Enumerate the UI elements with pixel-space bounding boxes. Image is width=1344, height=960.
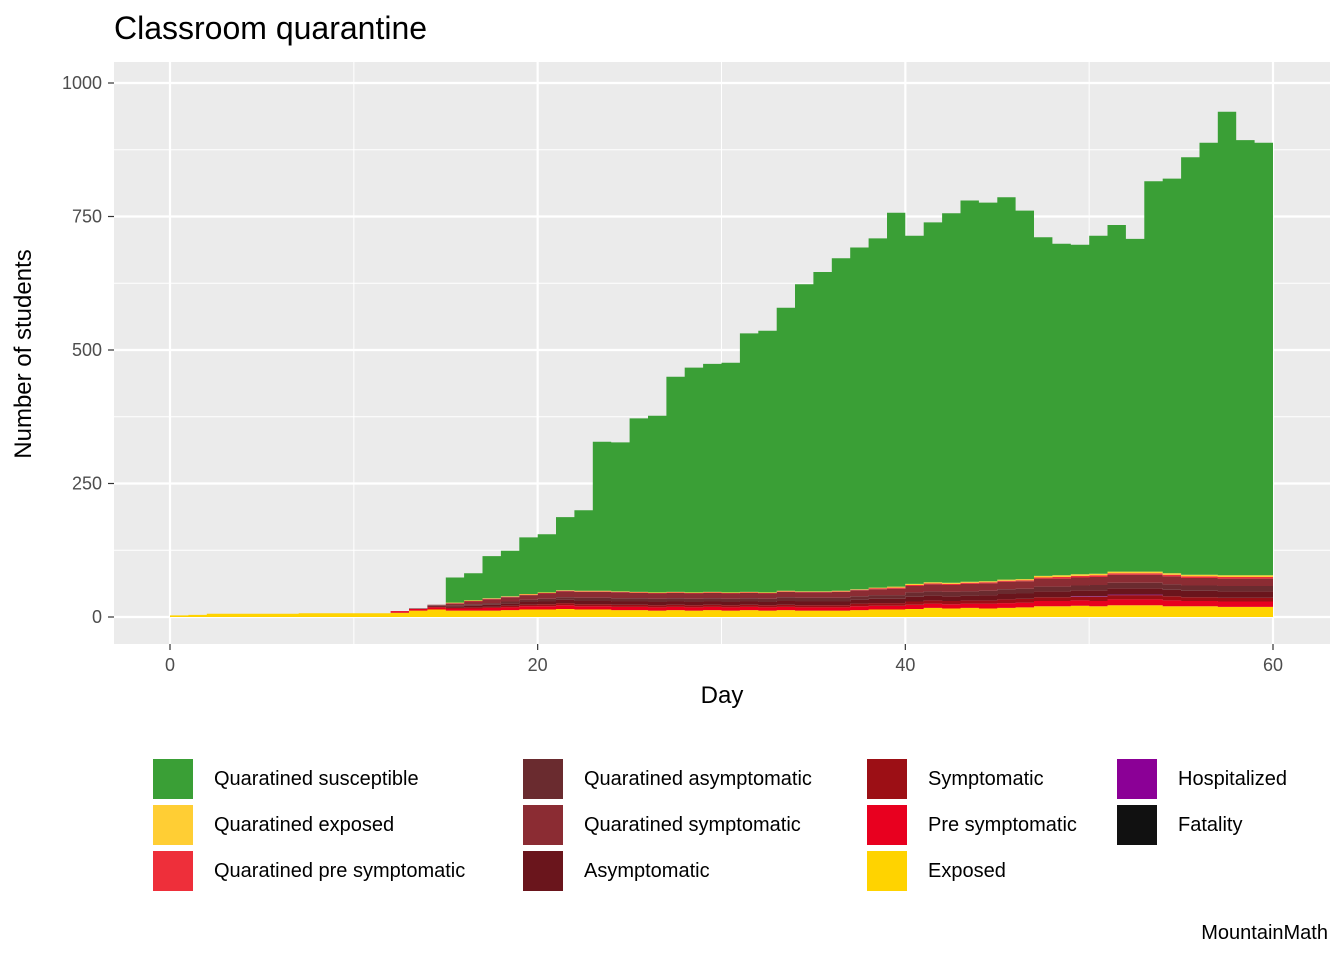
- legend-item-asymptomatic: Asymptomatic: [522, 848, 866, 894]
- legend-label: Quaratined asymptomatic: [584, 767, 812, 790]
- legend-swatch: [866, 758, 908, 800]
- legend-swatch: [522, 804, 564, 846]
- y-axis-label: Number of students: [10, 249, 37, 459]
- legend: Quaratined susceptible Quaratined exposed…: [152, 756, 1316, 894]
- legend-swatch: [522, 850, 564, 892]
- legend-swatch: [152, 758, 194, 800]
- legend-swatch: [866, 804, 908, 846]
- y-axis: 0 250 500 750 1000: [62, 73, 114, 627]
- legend-swatch: [1116, 804, 1158, 846]
- legend-label: Fatality: [1178, 813, 1243, 836]
- legend-label: Quaratined susceptible: [214, 767, 419, 790]
- legend-label: Exposed: [928, 859, 1006, 882]
- x-axis: 0 20 40 60: [165, 644, 1283, 675]
- x-axis-label: Day: [700, 682, 744, 709]
- legend-item-fatality: Fatality: [1116, 802, 1316, 848]
- legend-label: Pre symptomatic: [928, 813, 1077, 836]
- x-tick-label: 60: [1263, 655, 1283, 675]
- y-tick-label: 750: [72, 207, 102, 227]
- legend-swatch: [152, 804, 194, 846]
- legend-item-quaratined-symptomatic: Quaratined symptomatic: [522, 802, 866, 848]
- legend-item-pre-symptomatic: Pre symptomatic: [866, 802, 1116, 848]
- legend-item-exposed: Exposed: [866, 848, 1116, 894]
- legend-item-hospitalized: Hospitalized: [1116, 756, 1316, 802]
- legend-label: Quaratined exposed: [214, 813, 395, 836]
- caption: MountainMath: [1201, 922, 1328, 944]
- x-tick-label: 20: [528, 655, 548, 675]
- y-tick-label: 250: [72, 474, 102, 494]
- y-tick-label: 1000: [62, 73, 102, 93]
- legend-label: Symptomatic: [928, 767, 1044, 790]
- y-tick-label: 500: [72, 340, 102, 360]
- legend-label: Asymptomatic: [584, 859, 710, 882]
- y-tick-label: 0: [92, 607, 102, 627]
- legend-swatch: [866, 850, 908, 892]
- area-quaratined-asymptomatic: [170, 582, 1273, 616]
- x-tick-label: 0: [165, 655, 175, 675]
- legend-label: Quaratined symptomatic: [584, 813, 801, 836]
- area-quaratined-symptomatic: [170, 574, 1273, 616]
- area-exposed: [170, 605, 1273, 617]
- stacked-areas: [170, 111, 1273, 617]
- legend-item-quaratined-susceptible: Quaratined susceptible: [152, 756, 522, 802]
- chart-title: Classroom quarantine: [114, 10, 428, 46]
- legend-item-quaratined-exposed: Quaratined exposed: [152, 802, 522, 848]
- legend-swatch: [1116, 758, 1158, 800]
- legend-swatch: [152, 850, 194, 892]
- legend-swatch: [522, 758, 564, 800]
- area-quaratined-susceptible: [170, 111, 1273, 616]
- legend-item-quaratined-asymptomatic: Quaratined asymptomatic: [522, 756, 866, 802]
- x-tick-label: 40: [895, 655, 915, 675]
- legend-item-symptomatic: Symptomatic: [866, 756, 1116, 802]
- legend-label: Quaratined pre symptomatic: [214, 859, 466, 882]
- legend-item-quaratined-pre-symptomatic: Quaratined pre symptomatic: [152, 848, 522, 894]
- legend-label: Hospitalized: [1178, 767, 1287, 790]
